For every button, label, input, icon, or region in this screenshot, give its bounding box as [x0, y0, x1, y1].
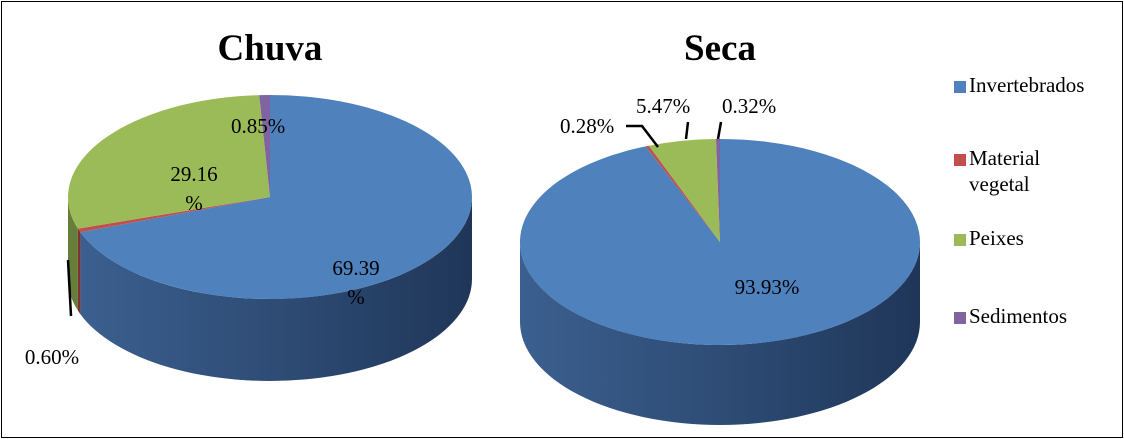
slice-peixes — [648, 139, 720, 242]
slice-invertebrados — [80, 95, 472, 299]
slice-material-vegetal — [645, 145, 720, 242]
legend-swatch — [954, 154, 966, 166]
leader-line — [716, 121, 723, 140]
pie-seca: Seca 93.93% 0.28% 5.47% 0.32% — [520, 28, 920, 425]
pie-chuva: Chuva 69.39 % 0.60% 29.16 % 0.85% — [25, 28, 472, 381]
slice-peixes — [67, 95, 270, 229]
leader-line — [684, 121, 690, 140]
slice-material-vegetal — [77, 197, 270, 233]
slice-side-1 — [77, 228, 81, 315]
leader-line — [626, 124, 659, 148]
legend-swatch — [954, 312, 966, 324]
data-label: 69.39% — [332, 256, 379, 309]
slice-side-0 — [520, 242, 920, 425]
legend-item: Peixes — [954, 226, 1024, 250]
legend-label: Invertebrados — [969, 73, 1084, 97]
chart-title: Chuva — [218, 28, 323, 69]
legend-swatch — [954, 234, 966, 246]
legend-label: Sedimentos — [969, 304, 1067, 328]
data-label: 29.16% — [170, 162, 217, 215]
data-label: 93.93% — [735, 275, 800, 299]
legend-item: Invertebrados — [954, 73, 1084, 97]
legend-label: Material vegetal — [969, 146, 1040, 196]
legend-swatch — [954, 81, 966, 93]
leader-line — [66, 259, 73, 317]
slice-side-2 — [68, 197, 78, 311]
data-label: 0.32% — [722, 94, 776, 118]
pie-side-walls — [68, 197, 472, 381]
legend-item: Material vegetal — [954, 146, 1040, 196]
legend-item: Sedimentos — [954, 304, 1067, 328]
legend-label: Peixes — [969, 226, 1024, 250]
data-label: 0.85% — [231, 114, 285, 138]
data-label: 0.60% — [25, 345, 79, 369]
chart-title: Seca — [684, 28, 756, 69]
slice-sedimentos — [259, 95, 270, 197]
slice-sedimentos — [715, 139, 720, 242]
slice-side-0 — [80, 197, 472, 381]
data-label: 0.28% — [560, 114, 614, 138]
pie-side-walls — [520, 242, 920, 425]
data-label: 5.47% — [636, 94, 690, 118]
